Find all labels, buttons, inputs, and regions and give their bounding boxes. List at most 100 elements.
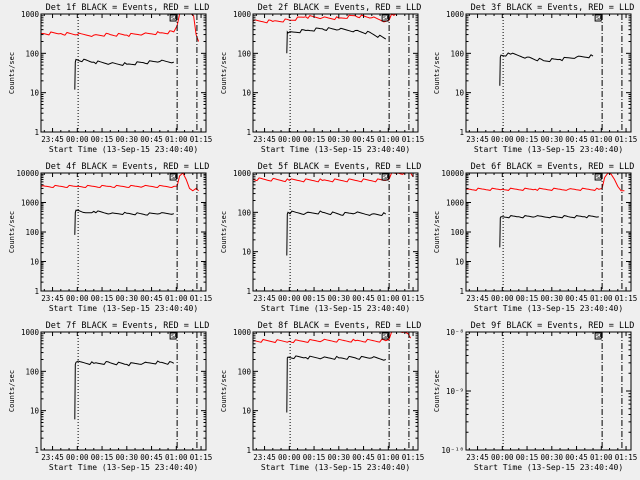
y-axis-label: Counts/sec <box>220 211 228 253</box>
x-tick-label: 00:30 <box>328 135 351 144</box>
series-line-events <box>286 210 387 256</box>
x-axis-label: Start Time (13-Sep-15 23:40:40) <box>49 145 198 154</box>
y-tick-label: 1000 <box>21 199 40 208</box>
x-tick-label: 01:00 <box>377 135 400 144</box>
x-tick-label: 00:30 <box>541 135 564 144</box>
axes-frame <box>40 172 207 292</box>
y-tick-label: 10 <box>242 89 252 98</box>
y-tick-label: 10⁻⁸ <box>446 328 464 337</box>
x-tick-label: 23:45 <box>253 453 276 462</box>
x-tick-label: 01:15 <box>190 453 213 462</box>
axes-frame <box>252 331 419 451</box>
x-tick-label: 00:00 <box>491 135 514 144</box>
y-axis-label: Counts/sec <box>433 370 441 412</box>
x-tick-label: 00:15 <box>303 453 326 462</box>
y-tick-label: 100 <box>237 49 251 58</box>
x-axis-label: Start Time (13-Sep-15 23:40:40) <box>261 145 410 154</box>
x-tick-label: 00:45 <box>565 453 588 462</box>
x-tick-label: 00:45 <box>140 135 163 144</box>
y-tick-label: 10⁻¹⁰ <box>441 446 464 455</box>
x-tick-label: 00:15 <box>91 294 114 303</box>
axes-frame <box>40 13 207 133</box>
y-tick-label: 10 <box>455 258 465 267</box>
x-tick-label: 01:15 <box>615 135 638 144</box>
x-axis-label: Start Time (13-Sep-15 23:40:40) <box>261 463 410 472</box>
x-axis-label: Start Time (13-Sep-15 23:40:40) <box>474 463 623 472</box>
x-tick-label: 00:00 <box>278 135 301 144</box>
sa-label: SA <box>383 16 389 22</box>
x-tick-label: 00:30 <box>116 135 139 144</box>
y-tick-label: 10 <box>30 407 40 416</box>
x-axis-label: Start Time (13-Sep-15 23:40:40) <box>474 145 623 154</box>
x-tick-label: 01:00 <box>590 453 613 462</box>
y-axis-label: Counts/sec <box>433 211 441 253</box>
panel-det-8f: Det 8f BLACK = Events, RED = LLD SA 1 10 100… <box>220 321 424 472</box>
x-tick-label: 01:15 <box>615 294 638 303</box>
x-tick-label: 00:15 <box>91 453 114 462</box>
y-axis-label: Counts/sec <box>8 370 16 412</box>
x-tick-label: 00:30 <box>541 294 564 303</box>
x-tick-label: 00:45 <box>352 453 375 462</box>
x-tick-label: 00:00 <box>278 294 301 303</box>
x-tick-label: 00:30 <box>116 453 139 462</box>
axes-frame <box>40 331 207 451</box>
axes-frame <box>252 172 419 292</box>
x-tick-label: 01:15 <box>615 453 638 462</box>
x-tick-label: 23:45 <box>253 135 276 144</box>
x-tick-label: 23:45 <box>466 135 489 144</box>
x-tick-label: 23:45 <box>41 294 64 303</box>
x-axis-label: Start Time (13-Sep-15 23:40:40) <box>474 304 623 313</box>
series-line-events <box>74 360 175 420</box>
axes-frame <box>465 172 632 292</box>
y-tick-label: 1000 <box>446 10 465 19</box>
x-tick-label: 00:45 <box>565 135 588 144</box>
panel-det-6f: Det 6f BLACK = Events, RED = LLD SA 1 10 100… <box>433 162 637 313</box>
x-tick-label: 01:00 <box>165 135 188 144</box>
x-tick-label: 01:15 <box>190 135 213 144</box>
sa-label: SA <box>171 334 177 340</box>
x-tick-label: 00:30 <box>541 453 564 462</box>
axes-frame <box>465 331 632 451</box>
panel-title: Det 7f BLACK = Events, RED = LLD <box>46 321 210 331</box>
x-tick-label: 00:00 <box>278 453 301 462</box>
sa-label: SA <box>171 16 177 22</box>
x-tick-label: 00:00 <box>66 135 89 144</box>
x-tick-label: 23:45 <box>466 453 489 462</box>
x-tick-label: 01:15 <box>402 135 425 144</box>
y-axis-label: Counts/sec <box>8 52 16 94</box>
y-tick-label: 1 <box>34 446 39 455</box>
y-axis-label: Counts/sec <box>220 52 228 94</box>
panel-title: Det 6f BLACK = Events, RED = LLD <box>471 162 635 172</box>
x-tick-label: 01:00 <box>590 135 613 144</box>
x-tick-label: 00:00 <box>66 294 89 303</box>
x-tick-label: 01:15 <box>402 453 425 462</box>
sa-label: SA <box>596 175 602 181</box>
x-axis-label: Start Time (13-Sep-15 23:40:40) <box>261 304 410 313</box>
y-tick-label: 1000 <box>21 10 40 19</box>
y-tick-label: 10 <box>242 248 252 257</box>
y-tick-label: 1 <box>246 287 251 296</box>
x-tick-label: 00:15 <box>91 135 114 144</box>
y-tick-label: 100 <box>237 367 251 376</box>
y-tick-label: 1000 <box>233 328 252 337</box>
x-tick-label: 23:45 <box>41 453 64 462</box>
panel-det-5f: Det 5f BLACK = Events, RED = LLD SA 1 10 100… <box>220 162 424 313</box>
y-tick-label: 1000 <box>233 10 252 19</box>
series-line-events <box>499 52 594 86</box>
y-tick-label: 1 <box>246 128 251 137</box>
x-tick-label: 01:00 <box>377 453 400 462</box>
x-tick-label: 23:45 <box>253 294 276 303</box>
y-tick-label: 1 <box>34 128 39 137</box>
x-tick-label: 00:15 <box>303 294 326 303</box>
y-tick-label: 10 <box>30 89 40 98</box>
panel-det-7f: Det 7f BLACK = Events, RED = LLD SA 1 10 100… <box>8 321 212 472</box>
axes-frame <box>252 13 419 133</box>
y-tick-label: 100 <box>237 208 251 217</box>
x-tick-label: 00:45 <box>352 135 375 144</box>
y-tick-label: 10 <box>455 89 465 98</box>
x-tick-label: 00:45 <box>565 294 588 303</box>
y-tick-label: 1000 <box>233 169 252 178</box>
panel-title: Det 8f BLACK = Events, RED = LLD <box>258 321 422 331</box>
x-axis-label: Start Time (13-Sep-15 23:40:40) <box>49 304 198 313</box>
x-tick-label: 00:15 <box>516 453 539 462</box>
